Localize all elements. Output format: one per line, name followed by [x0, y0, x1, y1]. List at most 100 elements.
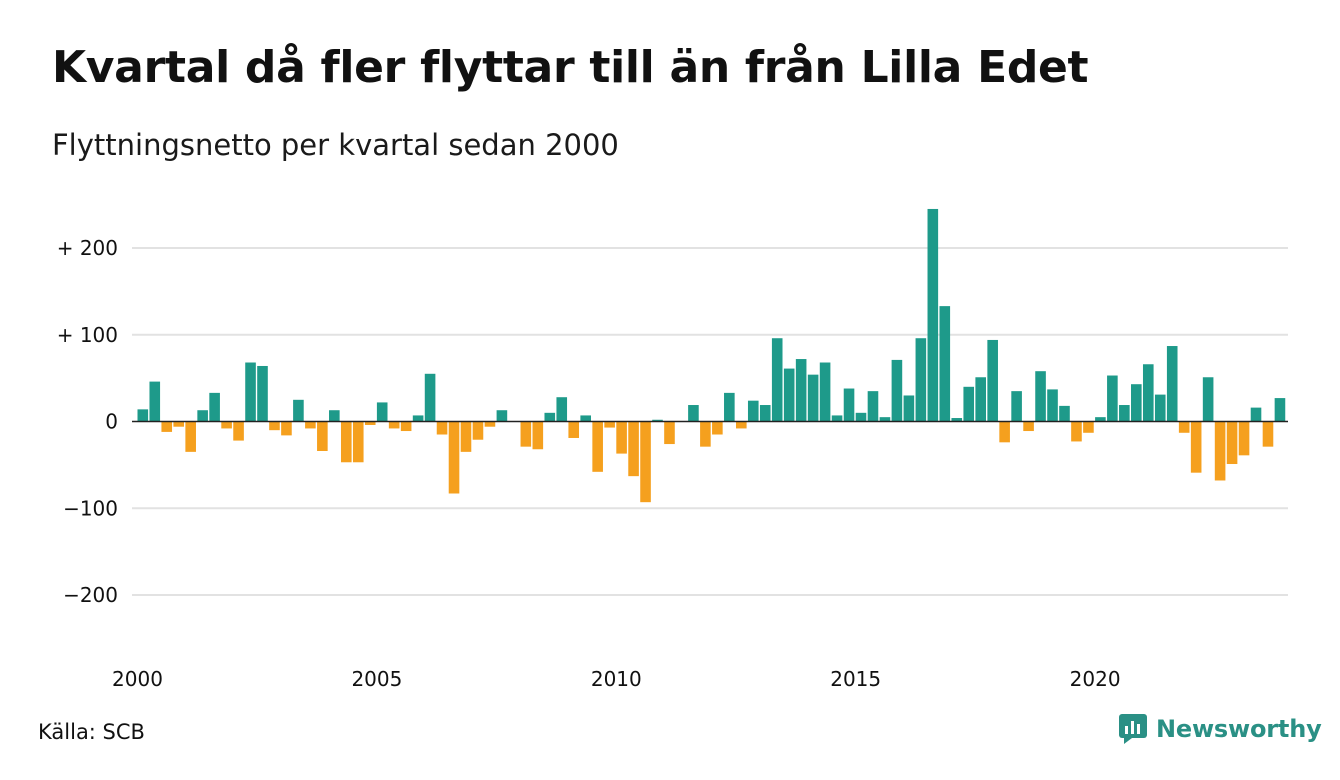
bar [1154, 394, 1166, 422]
bar [245, 362, 256, 422]
source-note: Källa: SCB [38, 720, 145, 744]
bar [197, 410, 208, 422]
x-tick-label: 2015 [830, 667, 881, 691]
bar [293, 399, 304, 422]
bar [1142, 364, 1154, 422]
bar [472, 421, 484, 440]
y-tick-label: 0 [105, 410, 118, 434]
bar [1190, 421, 1202, 473]
bar [1071, 421, 1082, 442]
bar [1059, 405, 1070, 422]
bar [520, 421, 532, 447]
x-tick-label: 2010 [591, 667, 642, 691]
bar [149, 381, 161, 422]
bar [269, 421, 280, 431]
bar [1047, 389, 1058, 422]
bar [281, 421, 292, 436]
bar [688, 405, 699, 422]
bar [831, 415, 843, 422]
bar [1202, 377, 1214, 422]
bar [987, 339, 998, 422]
y-tick-label: + 100 [57, 323, 118, 347]
bar [233, 421, 244, 441]
bars [137, 208, 1286, 503]
bar [496, 410, 508, 422]
bar [544, 412, 556, 422]
bar [843, 388, 855, 422]
bar [771, 338, 783, 422]
bar [927, 208, 939, 422]
bar [975, 377, 986, 422]
bar [364, 421, 376, 425]
bar [951, 418, 963, 422]
bar [604, 421, 615, 428]
bar [173, 421, 185, 427]
bar [568, 421, 580, 438]
bar [257, 365, 268, 422]
bar [867, 391, 879, 422]
bar [1023, 421, 1034, 432]
bar [484, 421, 496, 427]
bar [724, 392, 735, 422]
bar [556, 397, 568, 422]
bar [1107, 375, 1118, 422]
bar [963, 386, 975, 422]
bar [999, 421, 1010, 443]
bar-chart: + 200 + 100 0 −100 −200 2000 2005 2010 2015 2020 [57, 208, 1288, 691]
bar [1262, 421, 1274, 447]
bar [1226, 421, 1238, 465]
bar [1095, 417, 1106, 422]
bar [329, 410, 340, 422]
chart-subtitle: Flyttningsnetto per kvartal sedan 2000 [52, 128, 619, 162]
bar [640, 421, 651, 503]
bar [1011, 391, 1022, 422]
bar [376, 402, 388, 422]
bar [891, 359, 903, 422]
bar [795, 359, 807, 422]
bar [664, 421, 675, 445]
bar [400, 421, 412, 432]
bar [939, 306, 951, 422]
bar [1178, 421, 1190, 433]
bar [1250, 407, 1262, 422]
bar [1119, 405, 1130, 422]
brand-logo: Newsworthy [1118, 713, 1322, 745]
bar [807, 374, 819, 422]
bar [137, 409, 149, 422]
bar [436, 421, 448, 435]
bar [759, 405, 771, 422]
bar [340, 421, 352, 463]
bar [628, 421, 639, 477]
bar [1166, 346, 1178, 422]
bar [819, 362, 831, 422]
x-axis-ticks: 2000 2005 2010 2015 2020 [112, 667, 1121, 691]
bar [592, 421, 603, 472]
x-tick-label: 2005 [351, 667, 402, 691]
bar [712, 421, 723, 435]
bar [915, 338, 927, 422]
bar [700, 421, 711, 447]
bar [185, 421, 196, 452]
y-tick-label: −100 [63, 496, 118, 520]
bar [161, 421, 173, 432]
bar [1035, 371, 1046, 422]
bar [1238, 421, 1250, 456]
bar [352, 421, 364, 463]
bar [221, 421, 232, 429]
y-axis-ticks: + 200 + 100 0 −100 −200 [57, 236, 118, 607]
bar [903, 395, 915, 422]
bar-chart-speech-bubble-icon [1119, 714, 1147, 744]
x-tick-label: 2020 [1070, 667, 1121, 691]
bar [855, 412, 867, 422]
bar [209, 392, 220, 422]
bar [412, 415, 424, 422]
chart-title: Kvartal då fler flyttar till än från Lil… [52, 42, 1089, 93]
bar [460, 421, 472, 452]
bar [879, 417, 891, 422]
bar [747, 400, 759, 422]
bar [532, 421, 544, 450]
bar [580, 415, 591, 422]
bar [652, 419, 663, 422]
y-tick-label: −200 [63, 583, 118, 607]
bar [317, 421, 328, 451]
